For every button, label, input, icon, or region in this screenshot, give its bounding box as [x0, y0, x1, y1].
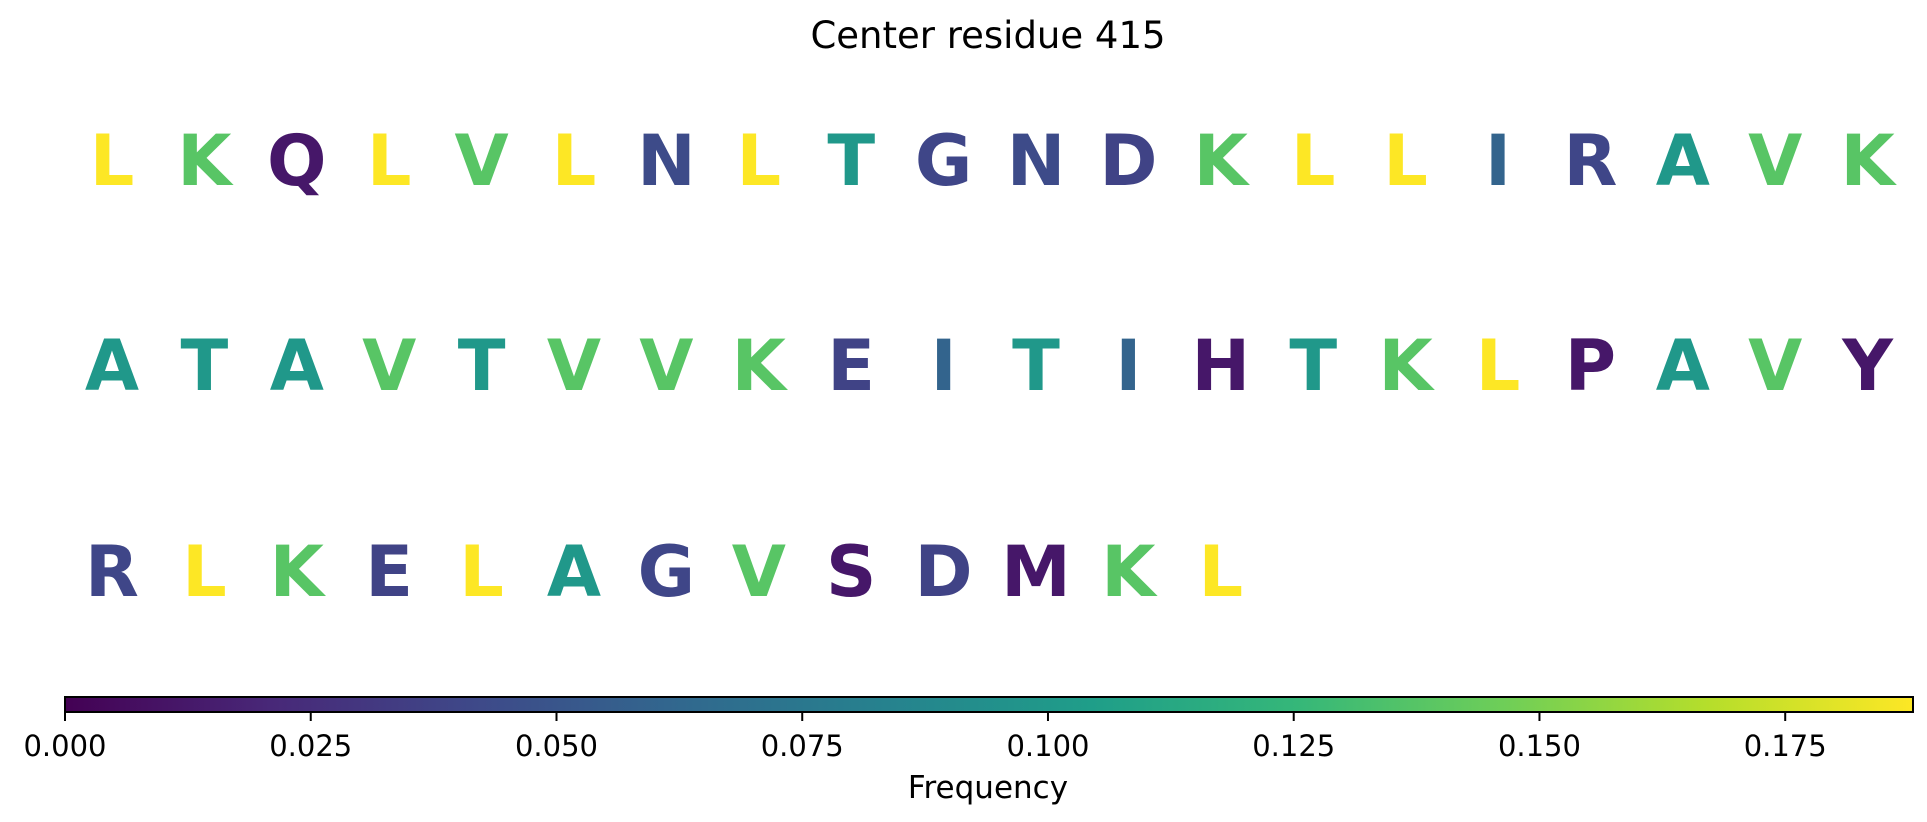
residue-letter: I — [1115, 325, 1141, 407]
residue-letter: V — [455, 120, 509, 202]
colorbar-tick-label: 0.100 — [1006, 729, 1089, 763]
residue-letter: I — [1485, 120, 1511, 202]
residue-letter: L — [182, 531, 227, 613]
residue-letter: K — [732, 325, 789, 407]
residue-letter: T — [181, 325, 229, 407]
residue-letter: V — [547, 325, 601, 407]
residue-letter: V — [732, 531, 786, 613]
residue-letter: H — [1192, 325, 1251, 407]
residue-letter: G — [638, 531, 695, 613]
residue-letter: L — [367, 120, 412, 202]
residue-letter: V — [1748, 120, 1802, 202]
residue-letter: E — [827, 325, 875, 407]
residue-letter: R — [1563, 120, 1617, 202]
colorbar-tick-label: 0.000 — [23, 729, 106, 763]
residue-letter: V — [362, 325, 416, 407]
residue-letter: R — [85, 531, 139, 613]
residue-letter: P — [1565, 325, 1616, 407]
residue-letter: K — [177, 120, 234, 202]
residue-letter: L — [90, 120, 135, 202]
residue-letter: A — [270, 325, 324, 407]
colorbar-tick-label: 0.050 — [515, 729, 598, 763]
colorbar-tick-label: 0.075 — [761, 729, 844, 763]
residue-letter: M — [1001, 531, 1071, 613]
residue-letter: G — [915, 120, 972, 202]
residue-letter: T — [827, 120, 875, 202]
residue-letter: T — [1012, 325, 1060, 407]
residue-letter: A — [85, 325, 139, 407]
residue-letter: K — [1378, 325, 1435, 407]
residue-letter: Y — [1841, 325, 1894, 407]
residue-letter: T — [458, 325, 506, 407]
residue-letter: K — [270, 531, 327, 613]
residue-letter: N — [1007, 120, 1066, 202]
colorbar-gradient — [64, 696, 1914, 713]
colorbar-tick-label: 0.125 — [1252, 729, 1335, 763]
residue-letter: A — [547, 531, 601, 613]
residue-letter: S — [826, 531, 876, 613]
residue-letter: L — [1291, 120, 1336, 202]
residue-letter: L — [1198, 531, 1243, 613]
residue-letter: Q — [267, 120, 327, 202]
colorbar-label: Frequency — [908, 770, 1068, 806]
chart-title: Center residue 415 — [810, 14, 1165, 57]
colorbar-tick-label: 0.175 — [1744, 729, 1827, 763]
residue-letter: D — [1099, 120, 1157, 202]
residue-letter: K — [1194, 120, 1251, 202]
residue-letter: I — [931, 325, 957, 407]
residue-letter: L — [552, 120, 597, 202]
residue-letter: A — [1656, 120, 1710, 202]
colorbar-tick-label: 0.025 — [269, 729, 352, 763]
residue-letter: K — [1840, 120, 1897, 202]
colorbar-tick-label: 0.150 — [1498, 729, 1581, 763]
residue-letter: D — [915, 531, 973, 613]
residue-letter: L — [459, 531, 504, 613]
residue-letter: V — [1748, 325, 1802, 407]
colorbar-ticks: 0.000 0.025 0.050 0.075 0.100 0.125 0.150 0.175 — [23, 712, 1827, 763]
residue-letters: L K Q L V L N L T G N D K L L I R A V KA T A V T V V K E I T I H T K L P A V Y… — [85, 120, 1898, 613]
residue-letter: A — [1656, 325, 1710, 407]
residue-letter: L — [736, 120, 781, 202]
residue-letter: L — [1383, 120, 1428, 202]
residue-letter: N — [637, 120, 696, 202]
residue-letter: E — [365, 531, 413, 613]
residue-letter: L — [1476, 325, 1521, 407]
residue-letter: T — [1289, 325, 1337, 407]
residue-letter: V — [639, 325, 693, 407]
colorbar: 0.000 0.025 0.050 0.075 0.100 0.125 0.150 0.175… — [23, 696, 1914, 806]
residue-letter: K — [1101, 531, 1158, 613]
